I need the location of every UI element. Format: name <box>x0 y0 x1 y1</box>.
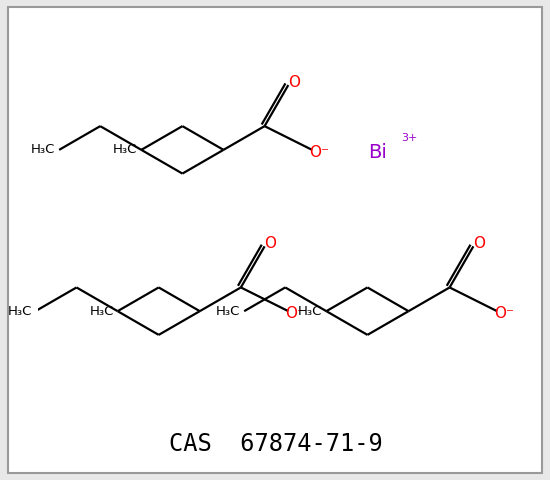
Text: CAS  67874-71-9: CAS 67874-71-9 <box>169 432 383 456</box>
Text: H₃C: H₃C <box>298 305 322 318</box>
Text: O⁻: O⁻ <box>494 306 514 321</box>
Text: O: O <box>473 237 485 252</box>
Text: O: O <box>265 237 276 252</box>
Text: 3+: 3+ <box>402 133 418 143</box>
Text: H₃C: H₃C <box>31 144 56 156</box>
Text: Bi: Bi <box>368 143 387 162</box>
Text: H₃C: H₃C <box>7 305 32 318</box>
Text: H₃C: H₃C <box>113 144 138 156</box>
Text: H₃C: H₃C <box>90 305 114 318</box>
Text: O: O <box>288 75 300 90</box>
Text: O⁻: O⁻ <box>309 145 329 160</box>
Text: O⁻: O⁻ <box>285 306 305 321</box>
Text: H₃C: H₃C <box>216 305 240 318</box>
